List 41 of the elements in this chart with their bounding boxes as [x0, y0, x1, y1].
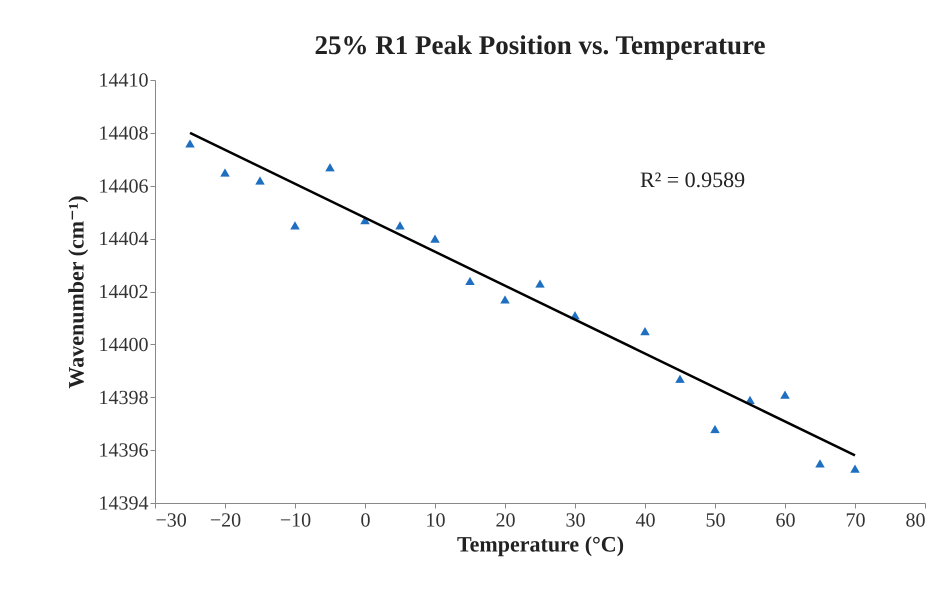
point	[710, 424, 720, 434]
point	[430, 234, 440, 243]
y-tick-label: 14396	[98, 440, 148, 462]
point	[850, 464, 860, 473]
y-tick-label: 14394	[98, 492, 148, 514]
x-tick-label: 20	[496, 510, 516, 532]
x-tick-label: 70	[846, 510, 866, 532]
chart-title: 25% R1 Peak Position vs. Temperature	[314, 30, 766, 60]
y-tick-label: 14406	[98, 175, 148, 198]
point	[395, 221, 405, 230]
point	[500, 295, 510, 304]
point	[815, 459, 825, 468]
x-tick-label: −20	[210, 510, 242, 532]
point	[220, 168, 230, 177]
y-tick-label: 14400	[98, 334, 148, 356]
y-tick-label: 14404	[98, 228, 148, 250]
y-axis-title: Wavenumber (cm⁻¹)	[64, 195, 88, 389]
x-tick-label: 0	[360, 510, 370, 532]
y-tick-label: 14410	[98, 70, 148, 92]
x-tick-label: 60	[776, 510, 796, 532]
y-tick-label: 14398	[98, 386, 148, 409]
x-tick-label: 30	[566, 510, 586, 532]
x-tick-label: −30	[156, 510, 187, 532]
point	[780, 390, 790, 399]
x-tick-label: −10	[280, 510, 312, 532]
point	[185, 139, 195, 148]
y-tick-label: 14402	[98, 281, 148, 303]
x-tick-label: 10	[426, 510, 446, 532]
x-tick-label: 50	[706, 510, 726, 532]
y-tick-label: 14408	[98, 122, 148, 144]
x-tick-label: 80	[906, 510, 926, 532]
point	[640, 327, 650, 336]
annotation: R² = 0.9589	[640, 167, 746, 192]
point	[255, 176, 265, 185]
point	[675, 374, 685, 383]
x-axis-title: Temperature (°C)	[456, 532, 624, 556]
x-tick-label: 40	[636, 510, 656, 532]
point	[290, 221, 300, 230]
point	[465, 276, 475, 286]
point	[325, 163, 335, 172]
point	[535, 279, 545, 288]
